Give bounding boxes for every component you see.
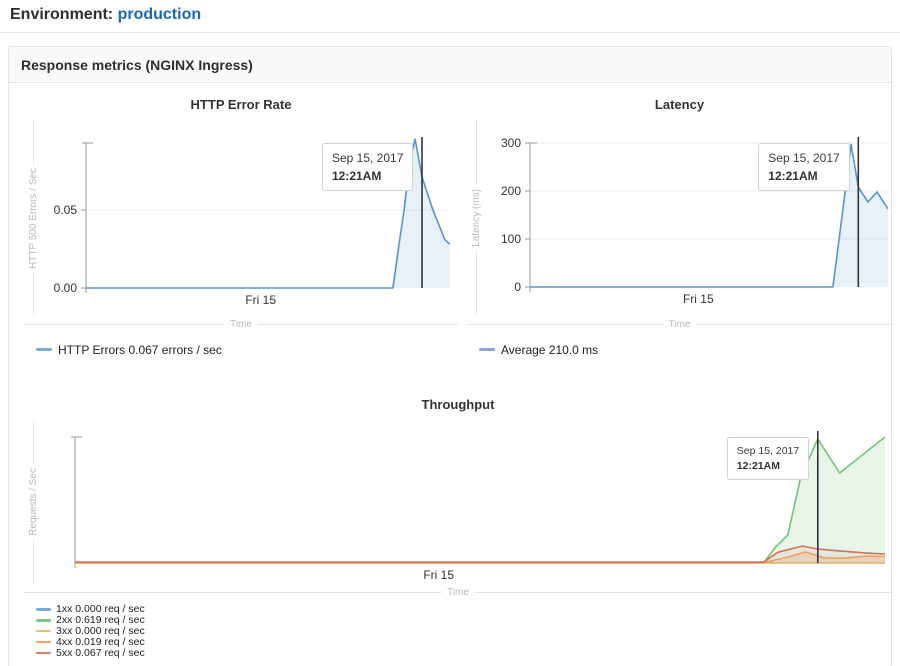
legend-item: 4xx 0.019 req / sec	[36, 636, 145, 649]
axis-decoration-line	[467, 323, 663, 325]
svg-text:Fri 15: Fri 15	[683, 292, 714, 306]
environment-link[interactable]: production	[117, 6, 202, 23]
axis-decoration-line	[257, 323, 459, 325]
legend-label: 3xx 0.000 req / sec	[56, 625, 145, 638]
axis-decoration-line	[32, 539, 34, 583]
x-axis-label: Time	[24, 317, 459, 331]
svg-text:0: 0	[514, 280, 521, 294]
tooltip-date: Sep 15, 2017	[331, 151, 404, 165]
chart-title: Latency	[654, 97, 705, 112]
y-axis-label: Requests / Sec	[26, 421, 40, 583]
legend-item: 2xx 0.619 req / sec	[36, 614, 145, 627]
chart-tooltip: Sep 15, 2017 12:21AM	[726, 437, 810, 481]
legend-item: Average 210.0 ms	[479, 342, 598, 357]
legend-item: 5xx 0.067 req / sec	[36, 647, 145, 660]
page-title: Environment: production	[10, 6, 201, 24]
plot-area[interactable]: 0.00 0.05 Fri 15	[24, 95, 458, 331]
svg-text:0.00: 0.00	[54, 281, 78, 295]
environment-label: Environment:	[10, 6, 114, 23]
header-divider	[0, 32, 900, 33]
chart-http-error-rate: HTTP Error Rate HTTP 500 Errors / Sec 0.…	[24, 95, 459, 331]
axis-decoration-line	[475, 121, 477, 186]
y-axis-label: Latency (ms)	[469, 121, 483, 316]
chart-tooltip: Sep 15, 2017 12:21AM	[321, 143, 414, 191]
throughput-legend: 1xx 0.000 req / sec 2xx 0.619 req / sec …	[36, 603, 145, 660]
chart-title: HTTP Error Rate	[190, 97, 292, 112]
legend-label: HTTP Errors 0.067 errors / sec	[58, 342, 222, 357]
legend-swatch	[36, 640, 51, 644]
legend-label: Average 210.0 ms	[501, 342, 599, 357]
legend-label: 1xx 0.000 req / sec	[56, 603, 145, 616]
legend-label: 4xx 0.019 req / sec	[56, 636, 145, 649]
svg-text:Fri 15: Fri 15	[245, 293, 276, 307]
x-axis-label-text: Time	[668, 318, 691, 330]
tooltip-time: 12:21AM	[331, 168, 382, 183]
plot-area[interactable]: 0 100 200 300 Fri 15	[467, 95, 892, 331]
chart-throughput: Throughput Requests / Sec Fri 15 Time Se…	[24, 395, 893, 599]
legend-label: 5xx 0.067 req / sec	[56, 647, 145, 660]
chart-tooltip: Sep 15, 2017 12:21AM	[758, 143, 850, 191]
axis-decoration-line	[696, 323, 893, 325]
legend-item: HTTP Errors 0.067 errors / sec	[36, 342, 222, 357]
x-axis-label-text: Time	[447, 586, 469, 598]
axis-decoration-line	[32, 272, 34, 315]
tooltip-time: 12:21AM	[768, 168, 818, 183]
y-axis-label: HTTP 500 Errors / Sec	[26, 121, 40, 315]
panel-header: Response metrics (NGINX Ingress)	[9, 47, 891, 83]
svg-text:300: 300	[501, 136, 521, 150]
latency-legend: Average 210.0 ms	[479, 342, 598, 357]
axis-decoration-line	[24, 323, 225, 325]
tooltip-time: 12:21AM	[736, 460, 780, 473]
axis-decoration-line	[32, 421, 34, 465]
legend-swatch	[36, 629, 51, 633]
plot-area[interactable]: Fri 15	[24, 395, 892, 599]
svg-text:Fri 15: Fri 15	[423, 568, 454, 582]
axis-decoration-line	[32, 121, 34, 164]
legend-swatch	[36, 608, 51, 611]
error-rate-legend: HTTP Errors 0.067 errors / sec	[36, 342, 222, 357]
legend-label: 2xx 0.619 req / sec	[56, 614, 145, 627]
svg-text:200: 200	[501, 184, 521, 198]
x-axis-label-text: Time	[230, 318, 252, 330]
tooltip-date: Sep 15, 2017	[736, 445, 800, 457]
axis-decoration-line	[475, 250, 477, 316]
legend-swatch	[36, 619, 51, 622]
chart-title: Throughput	[421, 397, 495, 412]
legend-item: 1xx 0.000 req / sec	[36, 603, 145, 616]
x-axis-label: Time	[467, 317, 893, 331]
legend-swatch	[36, 651, 51, 655]
x-axis-label: Time	[24, 585, 893, 599]
legend-swatch	[479, 348, 495, 351]
legend-item: 3xx 0.000 req / sec	[36, 625, 145, 638]
chart-latency: Latency Latency (ms) 0 100 200 300 Fri 15 Ti…	[467, 95, 893, 331]
tooltip-date: Sep 15, 2017	[768, 151, 840, 165]
axis-decoration-line	[474, 591, 893, 593]
svg-text:0.05: 0.05	[54, 203, 78, 217]
legend-swatch	[36, 348, 52, 351]
axis-decoration-line	[24, 591, 442, 593]
svg-text:100: 100	[501, 232, 521, 246]
